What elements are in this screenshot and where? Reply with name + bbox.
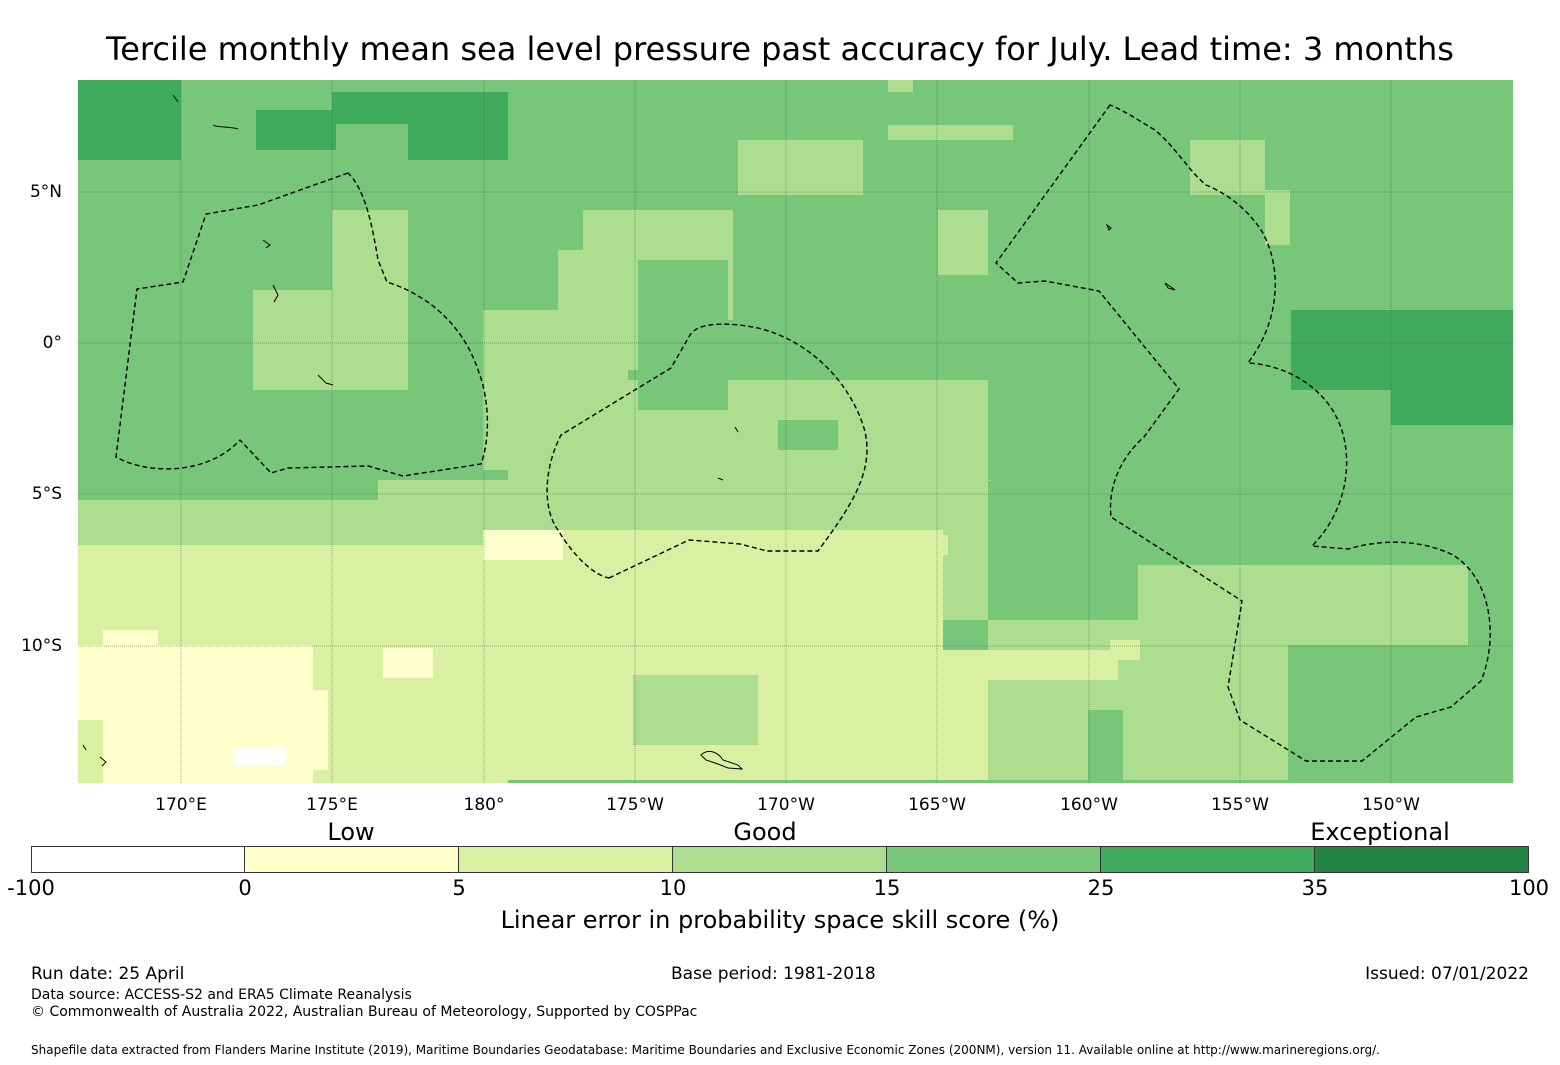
colorbar xyxy=(31,846,1529,873)
skill-cell xyxy=(633,675,758,745)
lon-tick-label: 165°W xyxy=(908,795,966,815)
skill-cell xyxy=(1190,140,1265,195)
map-title: Tercile monthly mean sea level pressure … xyxy=(106,30,1454,68)
skill-cell xyxy=(233,748,285,765)
copyright: © Commonwealth of Australia 2022, Austra… xyxy=(31,1004,698,1020)
skill-cell xyxy=(938,210,988,275)
skill-cell xyxy=(1088,710,1123,783)
eez-boundaries xyxy=(115,104,1491,762)
colorbar-category-low: Low xyxy=(327,818,375,846)
skill-cell xyxy=(483,530,563,560)
colorbar-tick-label: 0 xyxy=(238,876,252,900)
skill-cell xyxy=(103,630,158,730)
colorbar-tick-label: -100 xyxy=(7,876,55,900)
lat-tick-label: 0° xyxy=(42,333,62,353)
lat-tick-label: 5°S xyxy=(31,484,62,504)
lon-tick-label: 180° xyxy=(463,795,505,815)
lat-tick-label: 5°N xyxy=(29,182,62,202)
colorbar-category-good: Good xyxy=(733,818,797,846)
skill-cell xyxy=(408,92,508,160)
skill-score-map xyxy=(78,80,1513,783)
shapefile-credit: Shapefile data extracted from Flanders M… xyxy=(31,1043,1380,1057)
island-coastlines xyxy=(82,94,1176,770)
skill-cell xyxy=(1265,190,1290,245)
lon-tick-label: 175°W xyxy=(606,795,664,815)
colorbar-segment xyxy=(31,846,245,873)
lon-tick-label: 170°E xyxy=(155,795,207,815)
skill-cell xyxy=(1391,310,1513,425)
colorbar-category-exceptional: Exceptional xyxy=(1310,818,1450,846)
skill-cell xyxy=(1138,565,1468,645)
skill-cell xyxy=(1418,680,1513,783)
run-date: Run date: 25 April xyxy=(31,964,185,984)
skill-cell xyxy=(988,480,991,481)
colorbar-segment xyxy=(1101,846,1315,873)
lon-tick-label: 175°E xyxy=(306,795,358,815)
skill-cell xyxy=(78,720,103,783)
skill-cell xyxy=(256,110,336,150)
skill-cell xyxy=(888,125,1013,140)
colorbar-segment xyxy=(1315,846,1529,873)
colorbar-segment xyxy=(673,846,887,873)
colorbar-label: Linear error in probability space skill … xyxy=(500,906,1060,934)
skill-cell xyxy=(778,420,838,450)
lon-tick-label: 155°W xyxy=(1211,795,1269,815)
skill-cell xyxy=(78,80,181,160)
issued-date: Issued: 07/01/2022 xyxy=(1365,964,1529,984)
colorbar-segment xyxy=(887,846,1101,873)
skill-score-grid xyxy=(78,80,1513,783)
base-period: Base period: 1981-2018 xyxy=(671,964,876,984)
lon-tick-label: 160°W xyxy=(1060,795,1118,815)
colorbar-segment xyxy=(459,846,673,873)
colorbar-segment xyxy=(245,846,459,873)
skill-cell xyxy=(383,648,433,678)
skill-cell xyxy=(508,380,988,490)
skill-cell xyxy=(253,290,408,390)
colorbar-tick-label: 10 xyxy=(659,876,687,900)
colorbar-tick-label: 5 xyxy=(452,876,466,900)
data-source: Data source: ACCESS-S2 and ERA5 Climate … xyxy=(31,987,412,1003)
colorbar-tick-label: 25 xyxy=(1087,876,1115,900)
skill-cell xyxy=(888,80,913,92)
colorbar-tick-label: 35 xyxy=(1301,876,1329,900)
colorbar-tick-label: 100 xyxy=(1508,876,1550,900)
skill-cell xyxy=(1318,680,1398,783)
lat-tick-label: 10°S xyxy=(21,636,62,656)
lon-tick-label: 150°W xyxy=(1362,795,1420,815)
colorbar-tick-label: 15 xyxy=(873,876,901,900)
skill-cell xyxy=(638,260,728,410)
skill-cell xyxy=(988,680,1168,780)
lon-tick-label: 170°W xyxy=(757,795,815,815)
skill-cell xyxy=(738,140,863,195)
